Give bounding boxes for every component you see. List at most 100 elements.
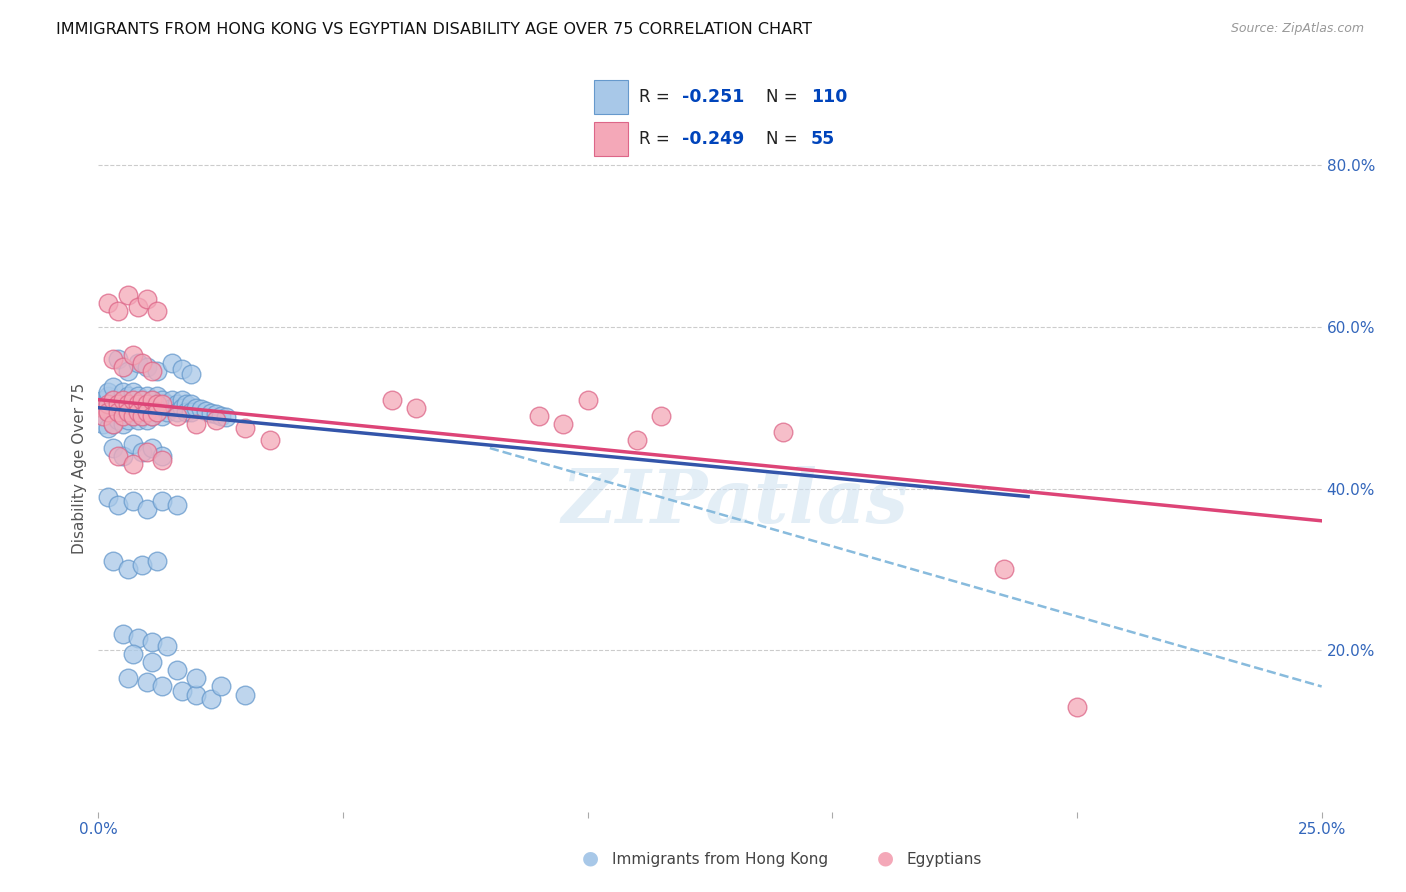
Point	[160, 356, 183, 370]
Point	[156, 397, 179, 411]
Y-axis label: Disability Age Over 75: Disability Age Over 75	[72, 383, 87, 554]
Point	[150, 453, 173, 467]
Point	[97, 405, 120, 419]
Point	[121, 409, 143, 423]
Point	[121, 647, 143, 661]
Point	[146, 554, 169, 568]
Point	[190, 402, 212, 417]
Point	[166, 409, 188, 423]
Point	[160, 401, 183, 415]
Point	[117, 388, 139, 402]
Point	[127, 405, 149, 419]
Point	[131, 356, 153, 370]
Point	[121, 348, 143, 362]
Point	[160, 392, 183, 407]
Point	[111, 627, 134, 641]
Point	[166, 397, 188, 411]
Point	[209, 680, 232, 694]
Point	[127, 397, 149, 411]
Point	[180, 397, 202, 411]
Point	[97, 384, 120, 399]
Point	[131, 409, 153, 423]
Point	[146, 405, 169, 419]
Point	[650, 409, 672, 423]
Point	[156, 405, 179, 419]
Point	[101, 441, 124, 455]
Point	[111, 417, 134, 431]
Point	[97, 388, 120, 402]
Point	[121, 493, 143, 508]
Point	[200, 691, 222, 706]
Point	[111, 384, 134, 399]
Point	[176, 397, 198, 411]
Point	[107, 498, 129, 512]
Point	[91, 401, 114, 415]
Point	[101, 352, 124, 367]
Point	[772, 425, 794, 439]
Point	[146, 364, 169, 378]
Point	[131, 392, 153, 407]
Point	[205, 413, 228, 427]
Point	[205, 407, 228, 421]
Point	[131, 445, 153, 459]
Point	[101, 380, 124, 394]
Point	[101, 417, 124, 431]
Point	[117, 405, 139, 419]
Point	[127, 356, 149, 370]
Text: Immigrants from Hong Kong: Immigrants from Hong Kong	[612, 852, 828, 867]
Point	[127, 397, 149, 411]
Point	[146, 405, 169, 419]
Point	[170, 401, 193, 415]
Point	[107, 397, 129, 411]
Point	[111, 392, 134, 407]
Point	[91, 401, 114, 415]
Point	[101, 409, 124, 423]
Point	[166, 663, 188, 677]
Point	[146, 303, 169, 318]
Point	[127, 631, 149, 645]
Point	[170, 392, 193, 407]
Point	[101, 554, 124, 568]
Point	[107, 303, 129, 318]
Text: R =: R =	[638, 130, 675, 148]
Point	[91, 417, 114, 431]
Point	[127, 300, 149, 314]
Point	[121, 437, 143, 451]
Point	[141, 635, 163, 649]
Point	[136, 675, 159, 690]
Text: ●: ●	[877, 848, 894, 867]
Point	[150, 680, 173, 694]
Point	[176, 405, 198, 419]
Point	[107, 405, 129, 419]
Point	[107, 405, 129, 419]
Point	[136, 360, 159, 375]
Point	[146, 397, 169, 411]
Point	[141, 392, 163, 407]
Point	[101, 401, 124, 415]
Text: N =: N =	[766, 130, 803, 148]
Text: -0.251: -0.251	[682, 87, 744, 105]
Point	[553, 417, 575, 431]
Point	[97, 397, 120, 411]
Point	[233, 421, 256, 435]
Point	[259, 433, 281, 447]
Point	[97, 405, 120, 419]
Point	[117, 672, 139, 686]
Point	[127, 405, 149, 419]
Point	[141, 409, 163, 423]
Point	[91, 409, 114, 423]
Text: 55: 55	[811, 130, 835, 148]
FancyBboxPatch shape	[593, 122, 628, 156]
Point	[186, 688, 208, 702]
Point	[136, 397, 159, 411]
Text: IMMIGRANTS FROM HONG KONG VS EGYPTIAN DISABILITY AGE OVER 75 CORRELATION CHART: IMMIGRANTS FROM HONG KONG VS EGYPTIAN DI…	[56, 22, 813, 37]
Point	[993, 562, 1015, 576]
FancyBboxPatch shape	[593, 79, 628, 113]
Point	[136, 388, 159, 402]
Point	[180, 367, 202, 381]
Point	[131, 558, 153, 573]
Point	[131, 409, 153, 423]
Point	[136, 501, 159, 516]
Point	[117, 562, 139, 576]
Point	[233, 688, 256, 702]
